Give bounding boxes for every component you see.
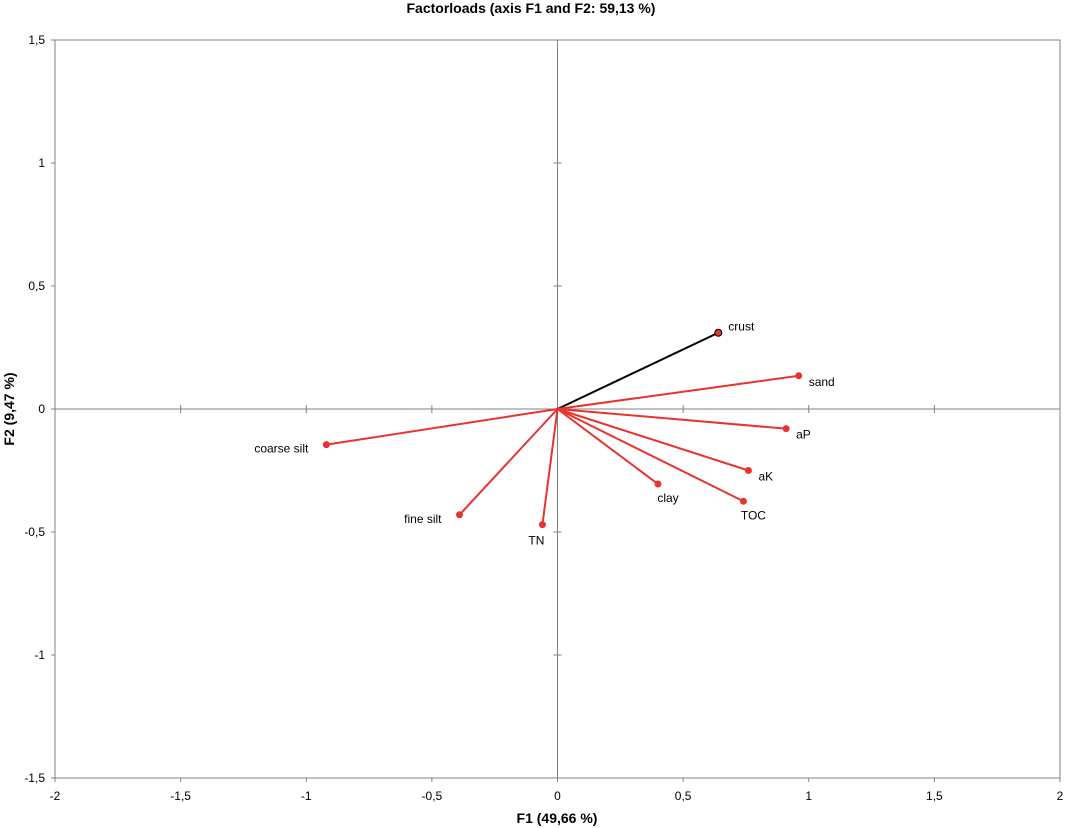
vector-coarse-silt <box>326 408 558 446</box>
x-tick-label: -1 <box>301 789 312 803</box>
point-tn <box>538 521 546 529</box>
vector-crust <box>557 331 719 410</box>
point-coarse-silt <box>322 441 330 449</box>
y-tick-label: -0,5 <box>24 525 45 539</box>
axis-ticks: -2 -1,5 -1 -0,5 0 0,5 1 1,5 2 -1,5 -1 -0,5 0 0,5 1 1,5 <box>24 33 1063 803</box>
y-tick-label: -1 <box>34 648 45 662</box>
y-tick-label: -1,5 <box>24 771 45 785</box>
vector-clay <box>556 408 659 485</box>
x-tick-label: 1,5 <box>926 789 943 803</box>
x-tick-label: -0,5 <box>422 789 443 803</box>
loading-vectors: crust sand aP aK TOC clay TN fine silt coarse si… <box>254 320 834 548</box>
point-crust <box>714 328 723 337</box>
point-toc <box>739 497 747 505</box>
label-crust: crust <box>728 320 755 334</box>
label-ap: aP <box>796 428 811 442</box>
vector-ak <box>557 408 749 472</box>
vector-fine-silt <box>458 408 559 516</box>
label-sand: sand <box>809 375 835 389</box>
y-tick-label: 1,5 <box>28 33 45 47</box>
x-tick-label: -1,5 <box>170 789 191 803</box>
point-clay <box>654 480 662 488</box>
y-tick-label: 0,5 <box>28 279 45 293</box>
point-fine-silt <box>456 511 464 519</box>
y-tick-label: 0 <box>38 402 45 416</box>
label-tn: TN <box>528 534 544 548</box>
x-tick-label: 0,5 <box>675 789 692 803</box>
x-tick-label: 1 <box>805 789 812 803</box>
chart-title: Factorloads (axis F1 and F2: 59,13 %) <box>407 0 656 16</box>
y-tick-label: 1 <box>38 156 45 170</box>
vector-sand <box>557 374 799 410</box>
vector-toc <box>557 408 744 503</box>
y-axis-title: F2 (9,47 %) <box>1 372 17 445</box>
label-toc: TOC <box>741 508 766 522</box>
point-sand <box>795 372 803 380</box>
point-ap <box>782 425 790 433</box>
label-ak: aK <box>758 470 773 484</box>
point-ak <box>744 467 752 474</box>
vector-tn <box>541 408 559 525</box>
x-tick-label: 2 <box>1057 789 1064 803</box>
label-coarse-silt: coarse silt <box>254 442 309 456</box>
x-axis-title: F1 (49,66 %) <box>517 810 598 826</box>
x-tick-label: -2 <box>50 789 61 803</box>
vector-ap <box>557 408 787 430</box>
x-tick-label: 0 <box>554 789 561 803</box>
label-clay: clay <box>657 491 678 505</box>
label-fine-silt: fine silt <box>404 512 442 526</box>
